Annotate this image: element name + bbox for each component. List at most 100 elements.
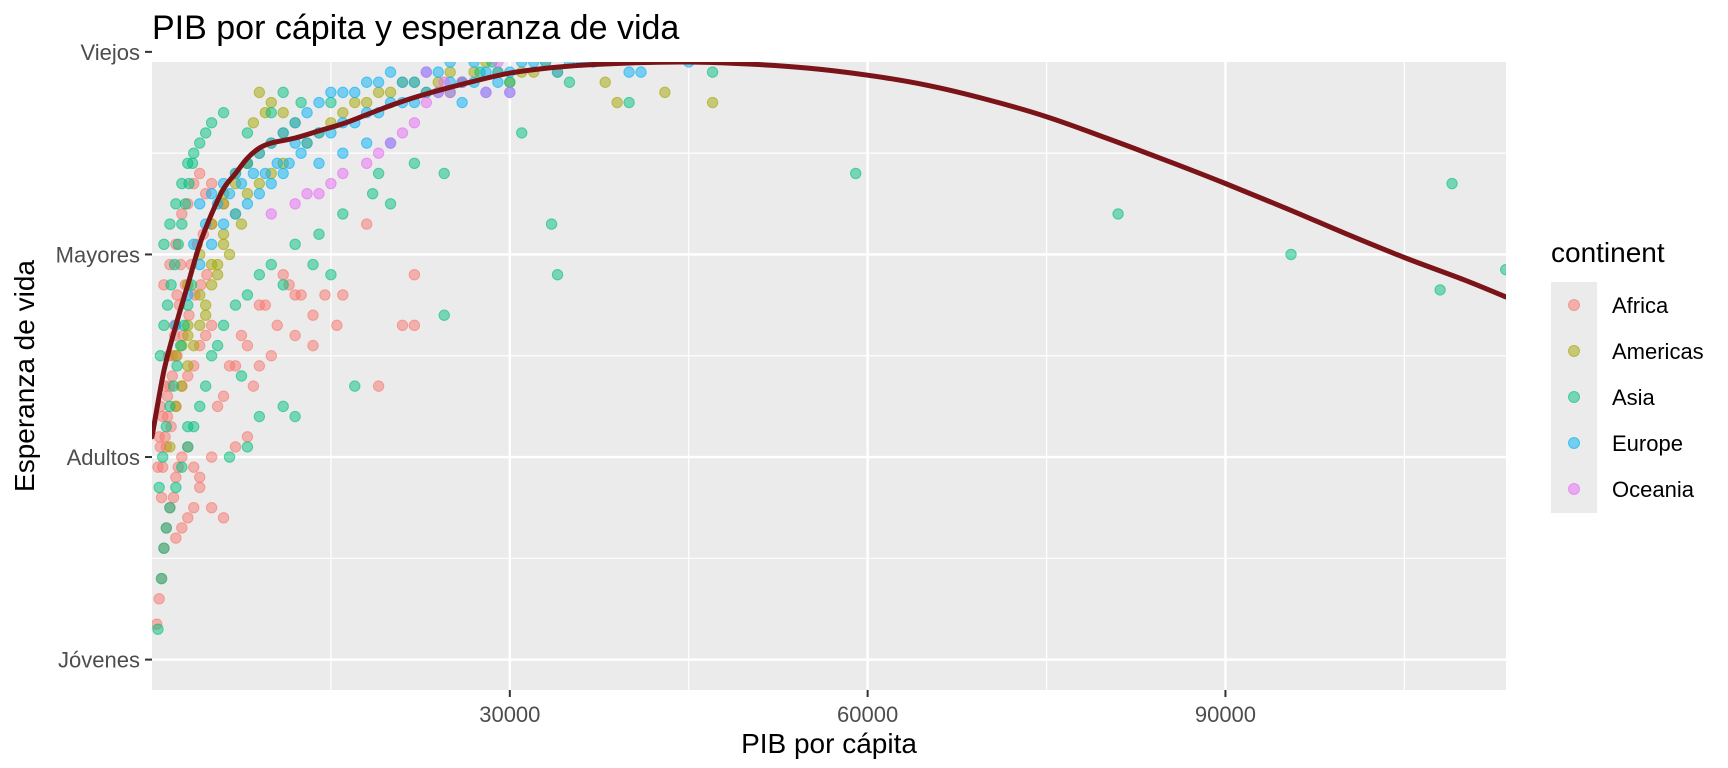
point-asia <box>199 127 212 139</box>
point-europe <box>468 62 480 68</box>
point-africa <box>176 208 188 220</box>
point-africa <box>253 360 266 372</box>
point-europe <box>635 66 647 78</box>
legend-label-europe: Europe <box>1612 431 1683 456</box>
point-asia <box>205 350 218 362</box>
point-asia <box>172 238 184 251</box>
point-europe <box>194 198 206 210</box>
point-asia <box>179 198 192 210</box>
point-asia <box>277 279 289 291</box>
point-africa <box>199 329 212 342</box>
smooth-trend-line <box>152 62 1506 440</box>
point-asia <box>155 572 168 585</box>
point-africa <box>372 380 385 392</box>
point-oceania <box>408 117 421 129</box>
point-europe <box>301 106 313 119</box>
point-asia <box>182 157 194 169</box>
point-asia <box>182 420 194 433</box>
point-americas <box>372 86 385 99</box>
point-europe <box>295 147 307 159</box>
point-americas <box>253 86 266 99</box>
point-asia <box>438 167 450 180</box>
point-africa <box>307 339 319 352</box>
point-americas <box>217 238 230 251</box>
point-europe <box>372 76 385 88</box>
point-asia <box>217 106 230 119</box>
point-asia <box>241 127 254 139</box>
point-europe <box>408 76 421 88</box>
point-asia <box>408 157 421 169</box>
legend-label-asia: Asia <box>1612 385 1656 410</box>
x-axis-title: PIB por cápita <box>741 728 917 759</box>
point-oceania <box>360 157 373 169</box>
point-africa <box>170 532 182 544</box>
point-americas <box>188 339 200 352</box>
point-asia <box>174 339 187 352</box>
point-asia <box>171 360 183 372</box>
point-americas <box>217 228 230 240</box>
point-asia <box>325 269 337 281</box>
point-asia <box>160 420 173 433</box>
legend-key-asia <box>1568 391 1580 403</box>
point-americas <box>205 258 218 271</box>
point-europe <box>289 117 301 129</box>
point-americas <box>164 441 176 453</box>
point-asia <box>265 106 277 119</box>
data-marks <box>152 62 1506 635</box>
legend-label-africa: Africa <box>1612 293 1669 318</box>
point-europe <box>271 157 283 169</box>
point-europe <box>360 137 373 149</box>
point-africa <box>396 319 409 332</box>
point-asia <box>235 370 248 382</box>
legend-key-europe <box>1568 437 1580 449</box>
point-asia <box>194 137 206 149</box>
point-europe <box>337 147 349 159</box>
point-americas <box>211 269 224 281</box>
point-oceania <box>301 187 313 200</box>
point-asia <box>551 269 564 281</box>
point-europe <box>396 76 409 88</box>
point-americas <box>241 187 254 200</box>
point-americas <box>349 96 361 109</box>
point-asia <box>253 269 266 281</box>
point-asia <box>154 350 167 362</box>
point-oceania <box>372 147 385 159</box>
point-asia <box>384 198 397 210</box>
point-asia <box>849 167 862 180</box>
point-europe <box>516 62 528 68</box>
legend-key-africa <box>1568 299 1580 311</box>
point-oceania <box>480 86 492 99</box>
point-americas <box>337 106 349 119</box>
point-asia <box>199 380 212 392</box>
point-americas <box>611 96 623 109</box>
point-americas <box>360 96 373 109</box>
point-africa <box>155 491 168 504</box>
point-europe <box>623 66 635 78</box>
point-europe <box>265 177 277 190</box>
point-europe <box>384 66 397 78</box>
point-americas <box>706 96 719 109</box>
point-oceania <box>504 86 516 99</box>
point-americas <box>265 96 277 109</box>
point-asia <box>313 228 325 240</box>
y-tick-label: Jóvenes <box>58 648 140 673</box>
point-africa <box>170 471 182 483</box>
point-oceania <box>396 127 409 139</box>
legend: continent Africa Americas Asia Europe Oceani… <box>1551 237 1704 513</box>
point-oceania <box>313 187 325 200</box>
point-americas <box>247 117 260 129</box>
point-americas <box>194 319 206 332</box>
axes: 30000 60000 90000 Jóvenes Adultos Mayores Viej… <box>56 40 1256 727</box>
point-europe <box>432 66 444 78</box>
point-africa <box>235 329 248 342</box>
point-europe <box>444 62 456 68</box>
point-europe <box>223 187 236 200</box>
point-africa <box>223 360 236 372</box>
point-europe <box>456 96 468 109</box>
point-asia <box>1112 208 1124 220</box>
point-africa <box>289 289 301 301</box>
point-africa <box>205 177 218 190</box>
point-africa <box>188 461 200 473</box>
point-asia <box>366 187 379 200</box>
point-asia <box>253 410 266 423</box>
